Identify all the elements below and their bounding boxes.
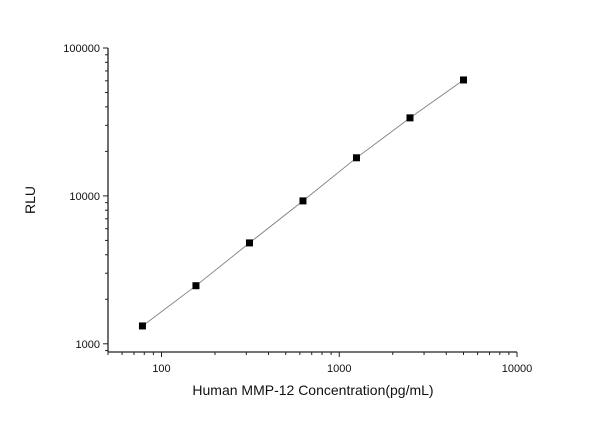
axes: 100 1000 10000 1000 10000 100000 bbox=[63, 43, 532, 375]
data-point bbox=[352, 154, 360, 162]
data-point bbox=[406, 114, 414, 122]
data-point bbox=[245, 239, 253, 247]
x-tick-label: 1000 bbox=[327, 363, 351, 375]
points-group bbox=[138, 76, 467, 330]
data-point bbox=[192, 282, 200, 290]
x-axis-label: Human MMP-12 Concentration(pg/mL) bbox=[192, 382, 433, 398]
y-axis-label: RLU bbox=[22, 186, 38, 214]
data-point bbox=[138, 322, 146, 330]
x-tick-label: 10000 bbox=[502, 363, 533, 375]
y-tick-label: 100000 bbox=[63, 43, 100, 55]
data-point bbox=[459, 76, 467, 84]
data-point bbox=[299, 197, 307, 205]
x-tick-label: 100 bbox=[152, 363, 170, 375]
y-tick-label: 10000 bbox=[69, 191, 100, 203]
y-tick-label: 1000 bbox=[76, 339, 100, 351]
